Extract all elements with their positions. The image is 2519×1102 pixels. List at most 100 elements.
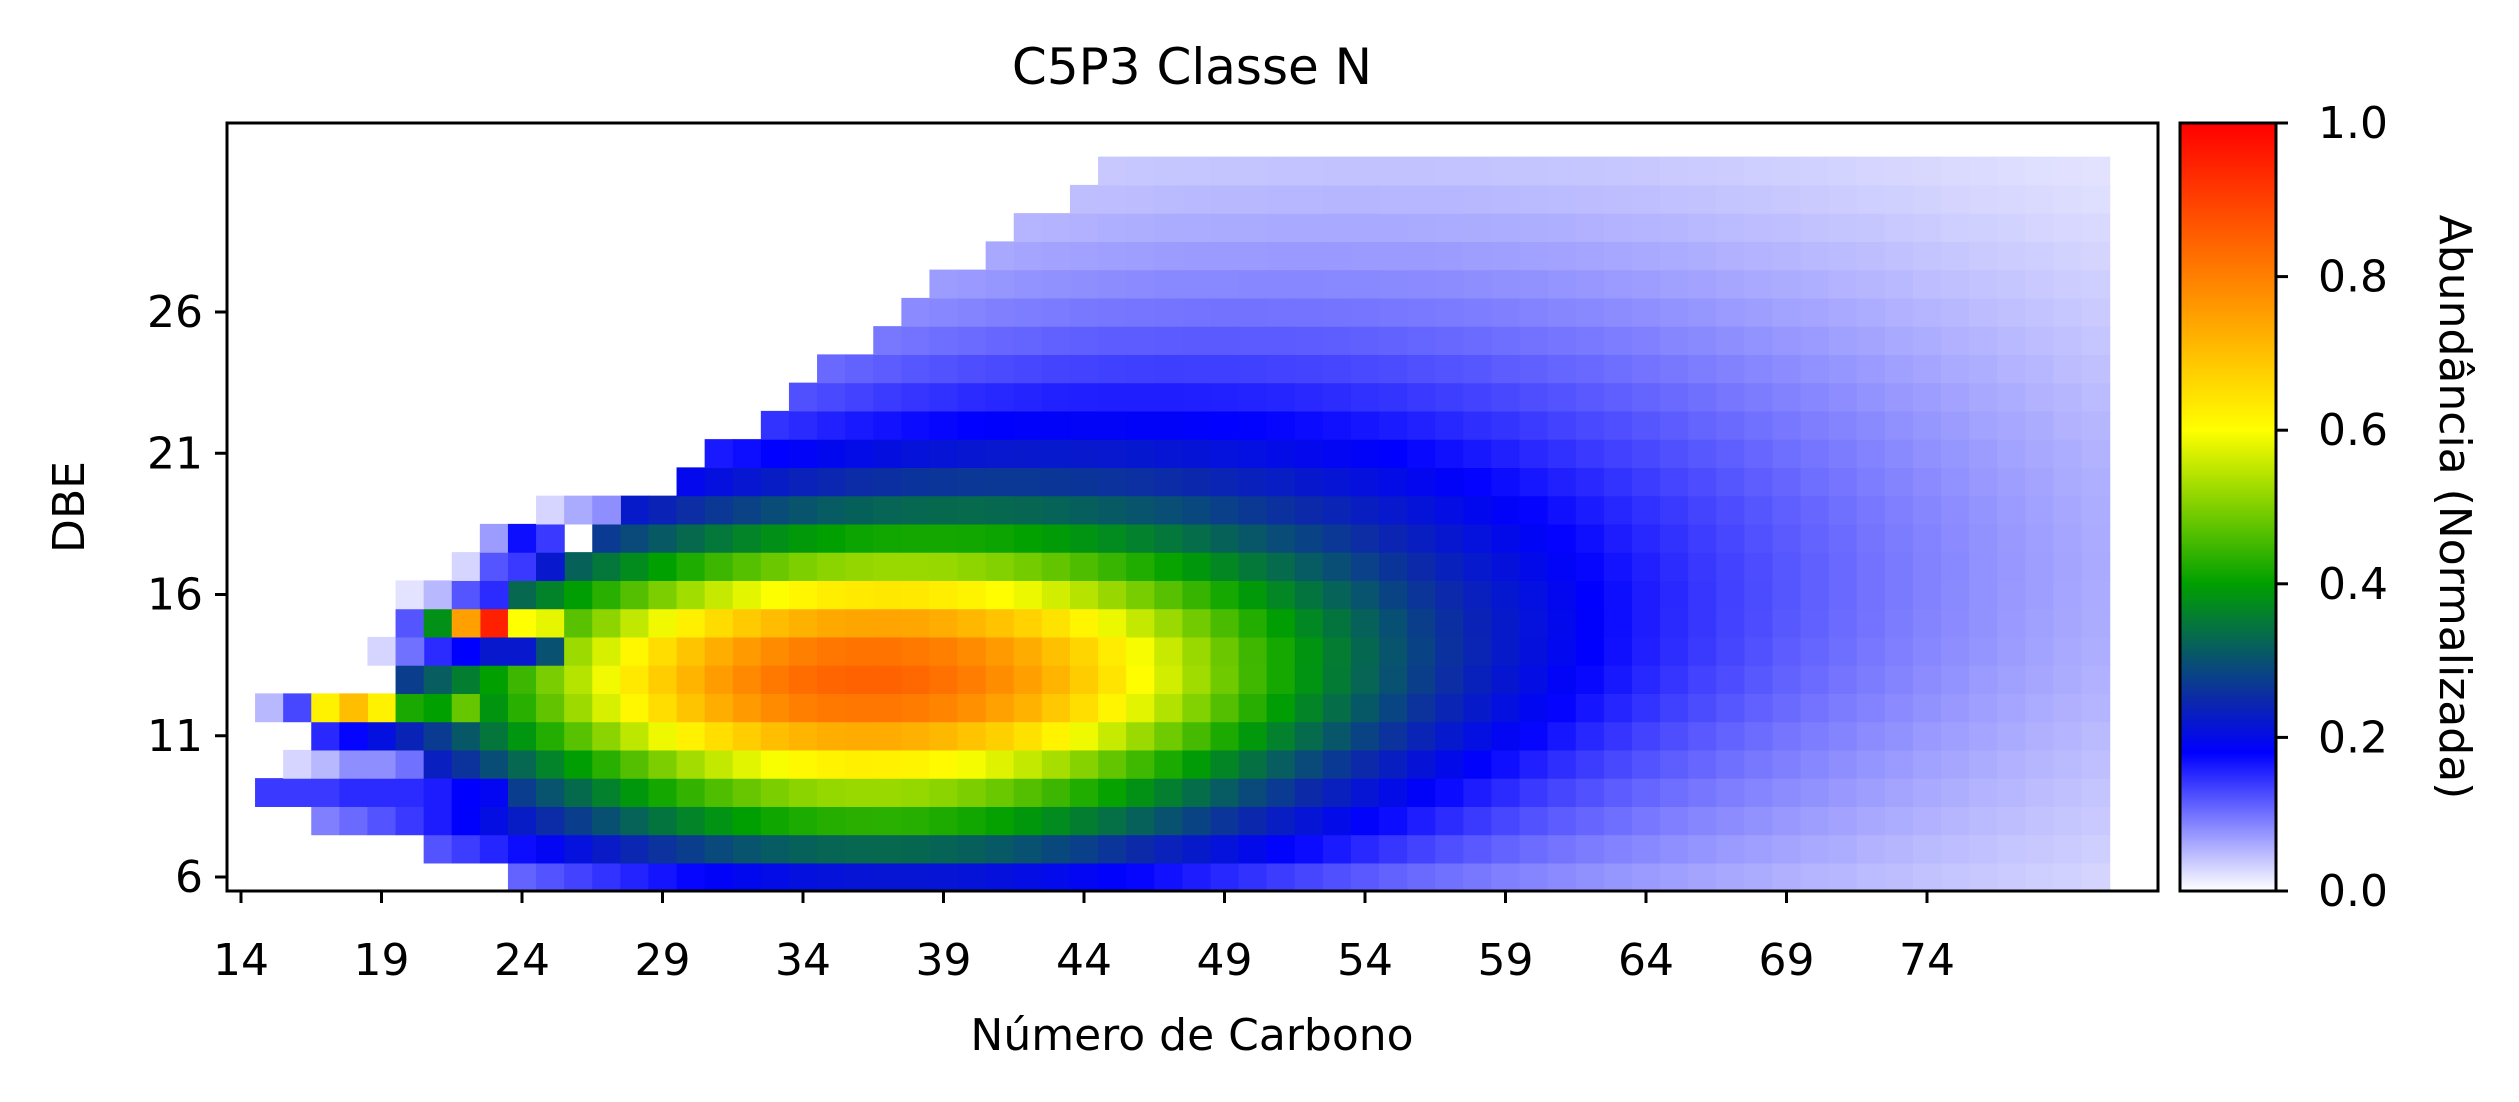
heatmap-cell <box>1547 184 1577 214</box>
heatmap-cell <box>957 326 987 355</box>
heatmap-cell <box>1407 665 1436 694</box>
heatmap-cell <box>1856 495 1886 525</box>
heatmap-cell <box>1041 749 1071 779</box>
heatmap-cell <box>1435 467 1464 497</box>
heatmap-cell <box>732 580 762 610</box>
heatmap-cell <box>620 636 650 666</box>
heatmap-cell <box>2025 495 2055 525</box>
heatmap-cell <box>1631 778 1661 807</box>
heatmap-cell <box>1350 749 1380 779</box>
heatmap-cell <box>451 608 481 638</box>
heatmap-cell <box>1969 721 1998 751</box>
heatmap-cell <box>1660 665 1689 694</box>
heatmap-cell <box>1407 834 1436 864</box>
heatmap-cell <box>1631 156 1661 186</box>
heatmap-cell <box>1098 184 1127 214</box>
heatmap-cell <box>873 862 902 892</box>
heatmap-cell <box>1154 552 1183 581</box>
heatmap-cell <box>479 552 509 581</box>
heatmap-cell <box>1828 382 1858 412</box>
heatmap-cell <box>1210 834 1240 864</box>
heatmap-cell <box>732 636 762 666</box>
heatmap-cell <box>1294 439 1324 468</box>
heatmap-cell <box>1435 862 1464 892</box>
heatmap-cell <box>760 806 790 836</box>
heatmap-cell <box>1547 834 1577 864</box>
heatmap-cell <box>592 552 621 581</box>
heatmap-cell <box>1098 326 1127 355</box>
heatmap-cell <box>1884 326 1914 355</box>
heatmap-cell <box>1322 241 1352 271</box>
heatmap-cell <box>1041 213 1071 242</box>
heatmap-cell <box>1969 636 1998 666</box>
heatmap-cell <box>901 410 931 440</box>
heatmap-cell <box>1716 778 1745 807</box>
heatmap-cell <box>817 721 846 751</box>
heatmap-cell <box>1828 297 1858 327</box>
heatmap-cell <box>817 382 846 412</box>
heatmap-cell <box>1800 665 1830 694</box>
heatmap-cell <box>985 862 1015 892</box>
heatmap-cell <box>1547 721 1577 751</box>
heatmap-cell <box>507 806 537 836</box>
heatmap-cell <box>2025 580 2055 610</box>
heatmap-cell <box>1772 354 1802 384</box>
heatmap-cell <box>1856 665 1886 694</box>
heatmap-cell <box>873 382 902 412</box>
heatmap-cell <box>1603 269 1633 299</box>
heatmap-cell <box>1828 467 1858 497</box>
heatmap-cell <box>1997 721 2026 751</box>
heatmap-cell <box>1154 410 1183 440</box>
heatmap-cell <box>1069 269 1099 299</box>
heatmap-cell <box>1800 608 1830 638</box>
heatmap-cell <box>845 410 874 440</box>
heatmap-cell <box>901 862 931 892</box>
heatmap-cell <box>1800 552 1830 581</box>
heatmap-cell <box>1941 636 1970 666</box>
heatmap-cell <box>704 608 734 638</box>
heatmap-cell <box>1210 749 1240 779</box>
heatmap-cell <box>1912 467 1942 497</box>
heatmap-cell <box>1407 778 1436 807</box>
heatmap-cell <box>1238 608 1268 638</box>
heatmap-cell <box>1969 156 1998 186</box>
heatmap-cell <box>1660 184 1689 214</box>
heatmap-cell <box>1660 410 1689 440</box>
heatmap-cell <box>1182 241 1212 271</box>
heatmap-cell <box>648 495 678 525</box>
heatmap-cell <box>339 806 369 836</box>
x-tick-label: 19 <box>354 935 410 986</box>
heatmap-cell <box>479 806 509 836</box>
heatmap-cell <box>1491 495 1521 525</box>
heatmap-cell <box>2053 184 2083 214</box>
heatmap-cell <box>1603 523 1633 553</box>
heatmap-cell <box>1435 241 1464 271</box>
heatmap-cell <box>1463 834 1493 864</box>
heatmap-cell <box>1800 693 1830 723</box>
heatmap-cell <box>1435 580 1464 610</box>
heatmap-cell <box>536 721 565 751</box>
heatmap-cell <box>1069 806 1099 836</box>
heatmap-cell <box>423 636 453 666</box>
heatmap-cell <box>676 721 706 751</box>
heatmap-cell <box>1856 636 1886 666</box>
heatmap-cell <box>1716 523 1745 553</box>
heatmap-cell <box>2081 184 2111 214</box>
heatmap-cell <box>1238 693 1268 723</box>
heatmap-cell <box>1772 665 1802 694</box>
heatmap-cell <box>1800 354 1830 384</box>
heatmap-cell <box>1098 862 1127 892</box>
heatmap-cell <box>1969 410 1998 440</box>
heatmap-cell <box>676 806 706 836</box>
heatmap-cell <box>1603 636 1633 666</box>
heatmap-cell <box>2053 636 2083 666</box>
heatmap-cell <box>1126 354 1155 384</box>
heatmap-cell <box>1463 354 1493 384</box>
heatmap-cell <box>1941 778 1970 807</box>
heatmap-cell <box>1350 354 1380 384</box>
heatmap-cell <box>788 523 818 553</box>
heatmap-cell <box>1126 184 1155 214</box>
heatmap-cell <box>1828 326 1858 355</box>
heatmap-cell <box>283 749 312 779</box>
heatmap-cell <box>592 580 621 610</box>
